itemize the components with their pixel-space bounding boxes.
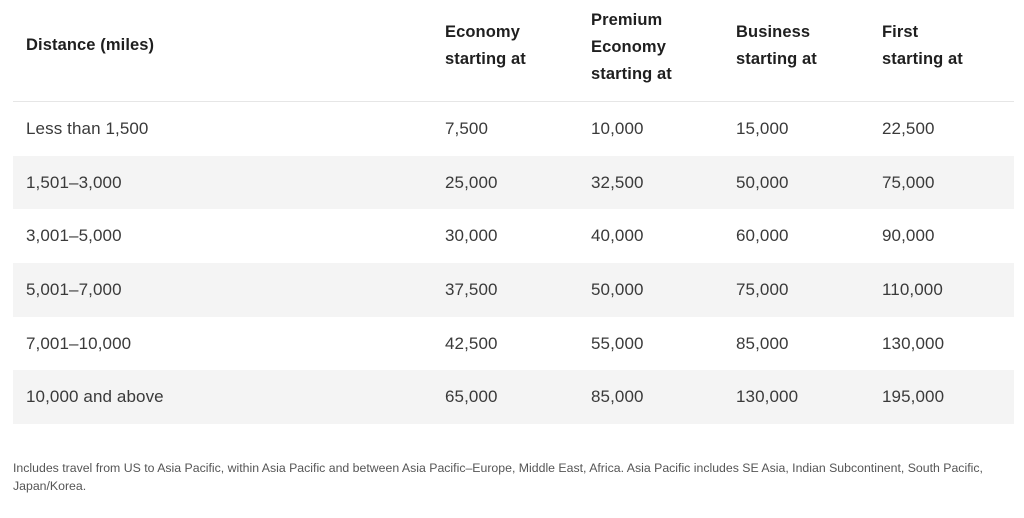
table-row: 7,001–10,000 42,500 55,000 85,000 130,00… (13, 317, 1014, 371)
economy-cell: 65,000 (445, 387, 498, 407)
business-cell: 75,000 (736, 279, 789, 299)
header-line: starting at (591, 65, 672, 83)
distance-cell: 7,001–10,000 (26, 333, 132, 353)
column-header-first: First starting at (882, 0, 1014, 101)
economy-cell: 42,500 (445, 333, 498, 353)
header-line: starting at (445, 49, 526, 68)
header-line: starting at (736, 49, 817, 68)
premium-economy-cell: 10,000 (591, 118, 644, 138)
table-row: 1,501–3,000 25,000 32,500 50,000 75,000 (13, 155, 1014, 210)
header-line: starting at (882, 49, 963, 68)
first-cell: 75,000 (882, 172, 935, 192)
first-cell: 195,000 (882, 387, 945, 407)
table-row: 5,001–7,000 37,500 50,000 75,000 110,000 (13, 263, 1014, 317)
distance-cell: Less than 1,500 (26, 118, 149, 138)
column-header-premium-economy: Premium Economy starting at (591, 0, 736, 101)
economy-cell: 30,000 (445, 226, 498, 246)
economy-cell: 7,500 (445, 118, 489, 138)
table-row: 10,000 and above 65,000 85,000 130,000 1… (13, 370, 1014, 425)
header-line: Economy (445, 22, 520, 41)
header-line: First (882, 22, 919, 41)
premium-economy-cell: 40,000 (591, 226, 644, 246)
header-line: Premium (591, 11, 663, 29)
business-cell: 50,000 (736, 172, 789, 192)
business-cell: 15,000 (736, 118, 789, 138)
distance-cell: 1,501–3,000 (26, 172, 122, 192)
header-line: Business (736, 22, 811, 41)
first-cell: 110,000 (882, 279, 943, 299)
table-row: Less than 1,500 7,500 10,000 15,000 22,5… (13, 102, 1014, 156)
premium-economy-cell: 50,000 (591, 279, 644, 299)
award-chart-table: Distance (miles) Economy starting at Pre… (13, 0, 1014, 425)
first-cell: 130,000 (882, 333, 945, 353)
distance-cell: 3,001–5,000 (26, 226, 122, 246)
column-header-distance: Distance (miles) (13, 0, 445, 101)
column-header-business: Business starting at (736, 0, 882, 101)
economy-cell: 37,500 (445, 279, 498, 299)
economy-cell: 25,000 (445, 172, 498, 192)
header-line: Distance (miles) (26, 36, 155, 54)
business-cell: 60,000 (736, 226, 789, 246)
business-cell: 85,000 (736, 333, 789, 353)
first-cell: 22,500 (882, 118, 935, 138)
header-line: Economy (591, 38, 666, 56)
first-cell: 90,000 (882, 226, 935, 246)
column-header-economy: Economy starting at (445, 0, 591, 101)
business-cell: 130,000 (736, 387, 799, 407)
premium-economy-cell: 55,000 (591, 333, 644, 353)
table-header-row: Distance (miles) Economy starting at Pre… (13, 0, 1014, 102)
distance-cell: 5,001–7,000 (26, 279, 122, 299)
premium-economy-cell: 85,000 (591, 387, 644, 407)
distance-cell: 10,000 and above (26, 387, 164, 407)
table-row: 3,001–5,000 30,000 40,000 60,000 90,000 (13, 209, 1014, 263)
table-footnote: Includes travel from US to Asia Pacific,… (13, 461, 983, 493)
premium-economy-cell: 32,500 (591, 172, 644, 192)
